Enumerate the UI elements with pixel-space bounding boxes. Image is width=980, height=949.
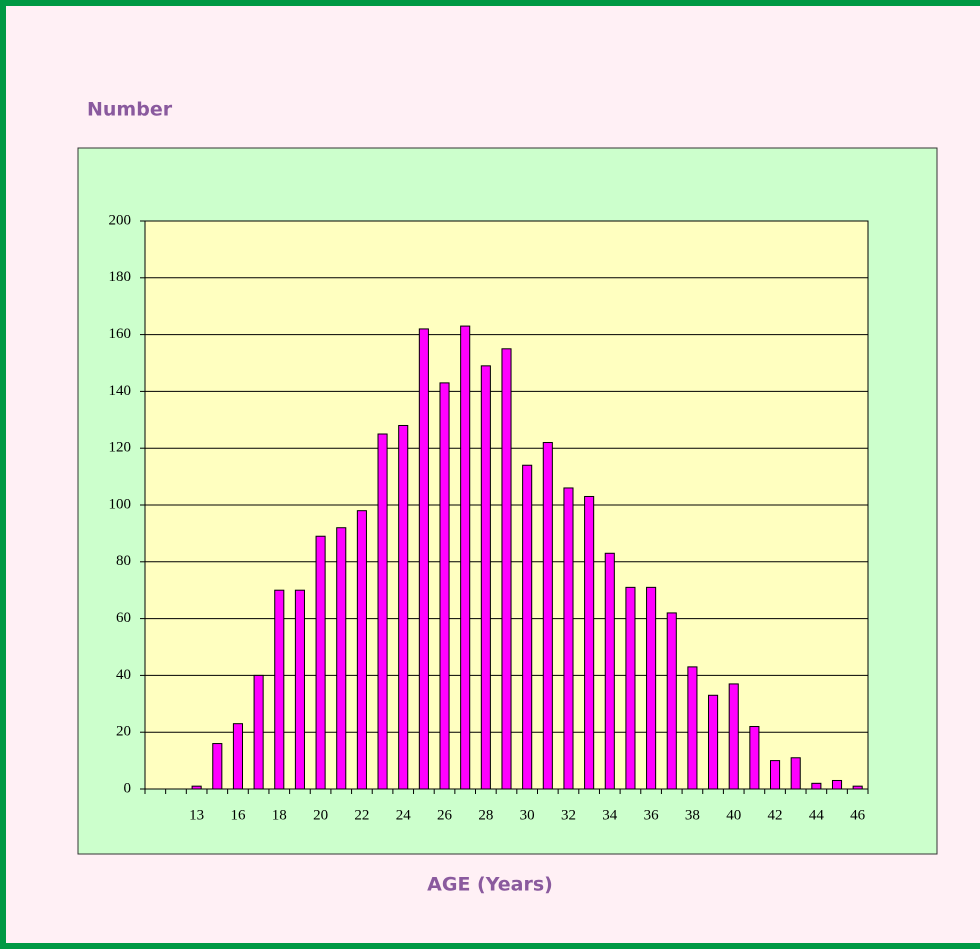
- bar: [274, 589, 285, 790]
- bar: [315, 535, 326, 790]
- bar: [625, 586, 636, 790]
- bar: [708, 694, 719, 790]
- x-tick-label: 32: [561, 807, 576, 823]
- bar: [377, 433, 388, 790]
- bar: [687, 666, 698, 790]
- x-tick-label: 34: [602, 807, 618, 823]
- bar: [831, 779, 843, 790]
- bar: [584, 495, 595, 790]
- x-tick-label: 36: [644, 807, 660, 823]
- x-tick-label: 38: [685, 807, 700, 823]
- y-tick-label: 20: [116, 724, 131, 740]
- bar: [356, 510, 367, 790]
- x-tick-label: 16: [230, 807, 246, 823]
- bar: [563, 487, 574, 790]
- x-tick-label: 42: [768, 807, 783, 823]
- y-tick-label: 60: [116, 610, 131, 626]
- x-tick-label: 22: [354, 807, 369, 823]
- x-tick-label: 20: [313, 807, 328, 823]
- bar: [542, 442, 553, 790]
- bar: [460, 325, 471, 790]
- bar: [336, 527, 347, 790]
- bar: [646, 586, 657, 790]
- bar: [501, 348, 512, 790]
- y-tick-label: 120: [109, 440, 132, 456]
- bar: [852, 785, 863, 790]
- bar: [522, 464, 533, 790]
- bar: [790, 757, 801, 790]
- x-axis-label: AGE (Years): [427, 874, 553, 896]
- x-tick-label: 24: [396, 807, 412, 823]
- bar: [666, 612, 677, 790]
- y-tick-label: 160: [109, 326, 132, 342]
- bar: [439, 382, 450, 790]
- bar: [253, 674, 264, 790]
- bar: [604, 552, 615, 790]
- x-tick-label: 46: [850, 807, 866, 823]
- y-tick-label: 180: [109, 269, 132, 285]
- x-tick-label: 28: [478, 807, 493, 823]
- bar: [294, 589, 305, 790]
- x-tick-label: 40: [726, 807, 741, 823]
- x-tick-label: 44: [809, 807, 825, 823]
- x-tick-label: 13: [189, 807, 204, 823]
- x-tick-label: 30: [520, 807, 535, 823]
- y-tick-label: 140: [109, 383, 132, 399]
- y-tick-label: 0: [124, 780, 132, 796]
- bar: [212, 743, 223, 790]
- y-tick-label: 80: [116, 553, 131, 569]
- bar: [418, 328, 429, 790]
- bar: [728, 683, 739, 790]
- bar: [398, 424, 409, 790]
- bar: [769, 760, 781, 790]
- x-tick-label: 18: [272, 807, 287, 823]
- y-tick-label: 40: [116, 667, 131, 683]
- bar: [749, 726, 760, 790]
- y-tick-label: 200: [109, 212, 132, 228]
- bar: [191, 785, 202, 790]
- bar: [232, 723, 244, 790]
- x-tick-label: 26: [437, 807, 453, 823]
- bar: [811, 782, 822, 790]
- y-axis-label: Number: [87, 99, 173, 121]
- bar: [480, 365, 491, 790]
- y-tick-label: 100: [109, 496, 132, 512]
